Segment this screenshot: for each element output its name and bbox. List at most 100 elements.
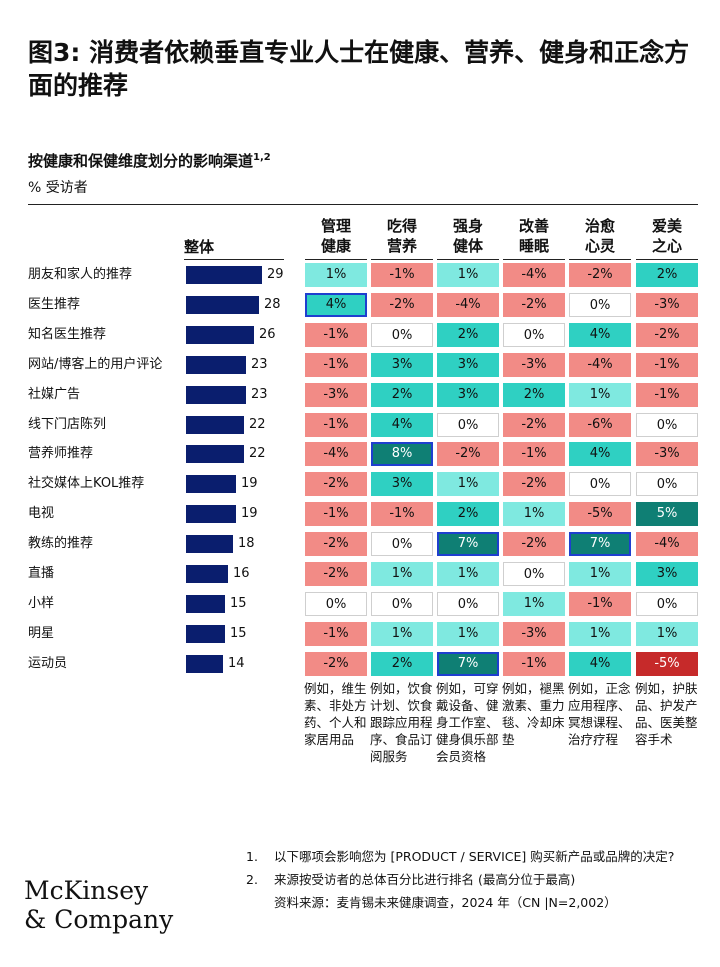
value-cell: 3% xyxy=(437,352,499,377)
column-rule xyxy=(503,259,565,260)
row-label: 小样 xyxy=(28,595,55,611)
value-cell: -2% xyxy=(569,263,631,287)
column-header-line-2: 心灵 xyxy=(584,237,615,255)
value-cell: 1% xyxy=(371,562,433,586)
value-cell: -2% xyxy=(305,532,367,557)
column-example-3: 例如，可穿戴设备、健身工作室、健身俱乐部会员资格 xyxy=(436,681,499,764)
value-cell: 4% xyxy=(371,412,433,437)
overall-bar xyxy=(186,325,254,344)
value-cell: 4% xyxy=(569,651,631,676)
value-cell: 0% xyxy=(437,412,499,437)
value-cell: 0% xyxy=(437,591,499,616)
value-cell: -1% xyxy=(503,651,565,676)
overall-bar xyxy=(186,535,233,554)
value-cell: 0% xyxy=(636,412,698,437)
overall-bar-value: 15 xyxy=(230,595,247,611)
value-cell: -3% xyxy=(636,442,698,467)
value-cell: 1% xyxy=(636,621,698,646)
value-cell: -2% xyxy=(503,412,565,437)
value-cell: 5% xyxy=(636,502,698,527)
value-cell: -3% xyxy=(305,382,367,407)
overall-bar-value: 29 xyxy=(267,267,284,282)
overall-bar-value: 19 xyxy=(241,476,258,492)
value-cell: 3% xyxy=(437,382,499,407)
overall-bar xyxy=(186,505,236,524)
row-label: 运动员 xyxy=(28,655,68,671)
logo-line-2: & Company xyxy=(24,905,174,934)
value-cell: 8% xyxy=(371,442,433,467)
overall-rule xyxy=(184,259,284,260)
overall-bar xyxy=(186,624,225,643)
value-cell: -3% xyxy=(636,292,698,317)
footnote-1-text: 以下哪项会影响您为 [PRODUCT / SERVICE] 购买新产品或品牌的决… xyxy=(274,849,675,864)
value-cell: -1% xyxy=(371,502,433,527)
chart-subtitle: 按健康和保健维度划分的影响渠道1,2 xyxy=(28,150,271,171)
footnote-1-number: 1. xyxy=(246,849,258,864)
column-example-6: 例如，护肤品、护发产品、医美整容手术 xyxy=(635,681,698,747)
column-header-1: 管理 健康 xyxy=(305,216,367,256)
footnote-ref: 1,2 xyxy=(253,152,271,163)
column-header-line-1: 改善 xyxy=(518,217,549,235)
row-label: 营养师推荐 xyxy=(28,446,94,462)
row-label: 知名医生推荐 xyxy=(28,326,107,342)
value-cell: -1% xyxy=(305,502,367,527)
footnote-1: 1. 以下哪项会影响您为 [PRODUCT / SERVICE] 购买新产品或品… xyxy=(246,848,702,865)
value-cell: -4% xyxy=(437,292,499,317)
value-cell: -1% xyxy=(636,382,698,407)
value-cell: -5% xyxy=(569,502,631,527)
unit-label: % 受访者 xyxy=(28,180,88,196)
column-rule xyxy=(371,259,433,260)
column-header-4: 改善 睡眠 xyxy=(503,216,565,256)
value-cell: -2% xyxy=(437,442,499,467)
overall-bar-value: 14 xyxy=(228,655,245,671)
row-label: 明星 xyxy=(28,625,55,641)
overall-bar-value: 23 xyxy=(251,386,268,402)
value-cell: 1% xyxy=(371,621,433,646)
overall-bar-value: 16 xyxy=(233,566,250,581)
overall-bar-value: 22 xyxy=(249,416,266,432)
column-example-4: 例如，褪黑激素、重力毯、冷却床垫 xyxy=(502,681,565,747)
overall-bar xyxy=(186,415,244,434)
value-cell: 0% xyxy=(371,322,433,347)
overall-bar xyxy=(186,385,246,404)
page-title: 图3: 消费者依赖垂直专业人士在健康、营养、健身和正念方面的推荐 xyxy=(28,38,690,100)
value-cell: 4% xyxy=(569,442,631,467)
overall-bar xyxy=(186,266,262,284)
value-cell: 2% xyxy=(636,263,698,287)
value-cell: -2% xyxy=(503,532,565,557)
value-cell: -1% xyxy=(305,352,367,377)
value-cell: 1% xyxy=(437,621,499,646)
column-header-line-2: 健康 xyxy=(320,237,351,255)
value-cell: -1% xyxy=(569,591,631,616)
overall-bar-value: 19 xyxy=(241,506,258,522)
value-cell: -3% xyxy=(503,352,565,377)
row-label: 医生推荐 xyxy=(28,296,81,312)
value-cell: 7% xyxy=(437,651,499,676)
value-cell: 0% xyxy=(636,591,698,616)
value-cell: 3% xyxy=(371,352,433,377)
value-cell: 0% xyxy=(371,591,433,616)
row-label: 朋友和家人的推荐 xyxy=(28,267,133,282)
row-label: 网站/博客上的用户评论 xyxy=(28,356,163,372)
value-cell: 2% xyxy=(371,651,433,676)
value-cell: 7% xyxy=(569,532,631,557)
value-cell: -2% xyxy=(503,292,565,317)
value-cell: 0% xyxy=(503,562,565,586)
column-rule xyxy=(569,259,631,260)
overall-bar xyxy=(186,295,259,314)
value-cell: 1% xyxy=(437,263,499,287)
value-cell: 0% xyxy=(636,472,698,497)
value-cell: 1% xyxy=(437,562,499,586)
value-cell: 1% xyxy=(569,562,631,586)
value-cell: 0% xyxy=(305,591,367,616)
value-cell: 2% xyxy=(371,382,433,407)
overall-bar-value: 26 xyxy=(259,326,276,342)
overall-bar xyxy=(186,594,225,613)
chart-subtitle-text: 按健康和保健维度划分的影响渠道 xyxy=(28,152,254,170)
value-cell: -2% xyxy=(305,562,367,586)
value-cell: -3% xyxy=(503,621,565,646)
overall-bar xyxy=(186,475,236,494)
overall-header: 整体 xyxy=(184,238,215,256)
value-cell: -1% xyxy=(305,322,367,347)
overall-bar-value: 18 xyxy=(238,536,255,552)
